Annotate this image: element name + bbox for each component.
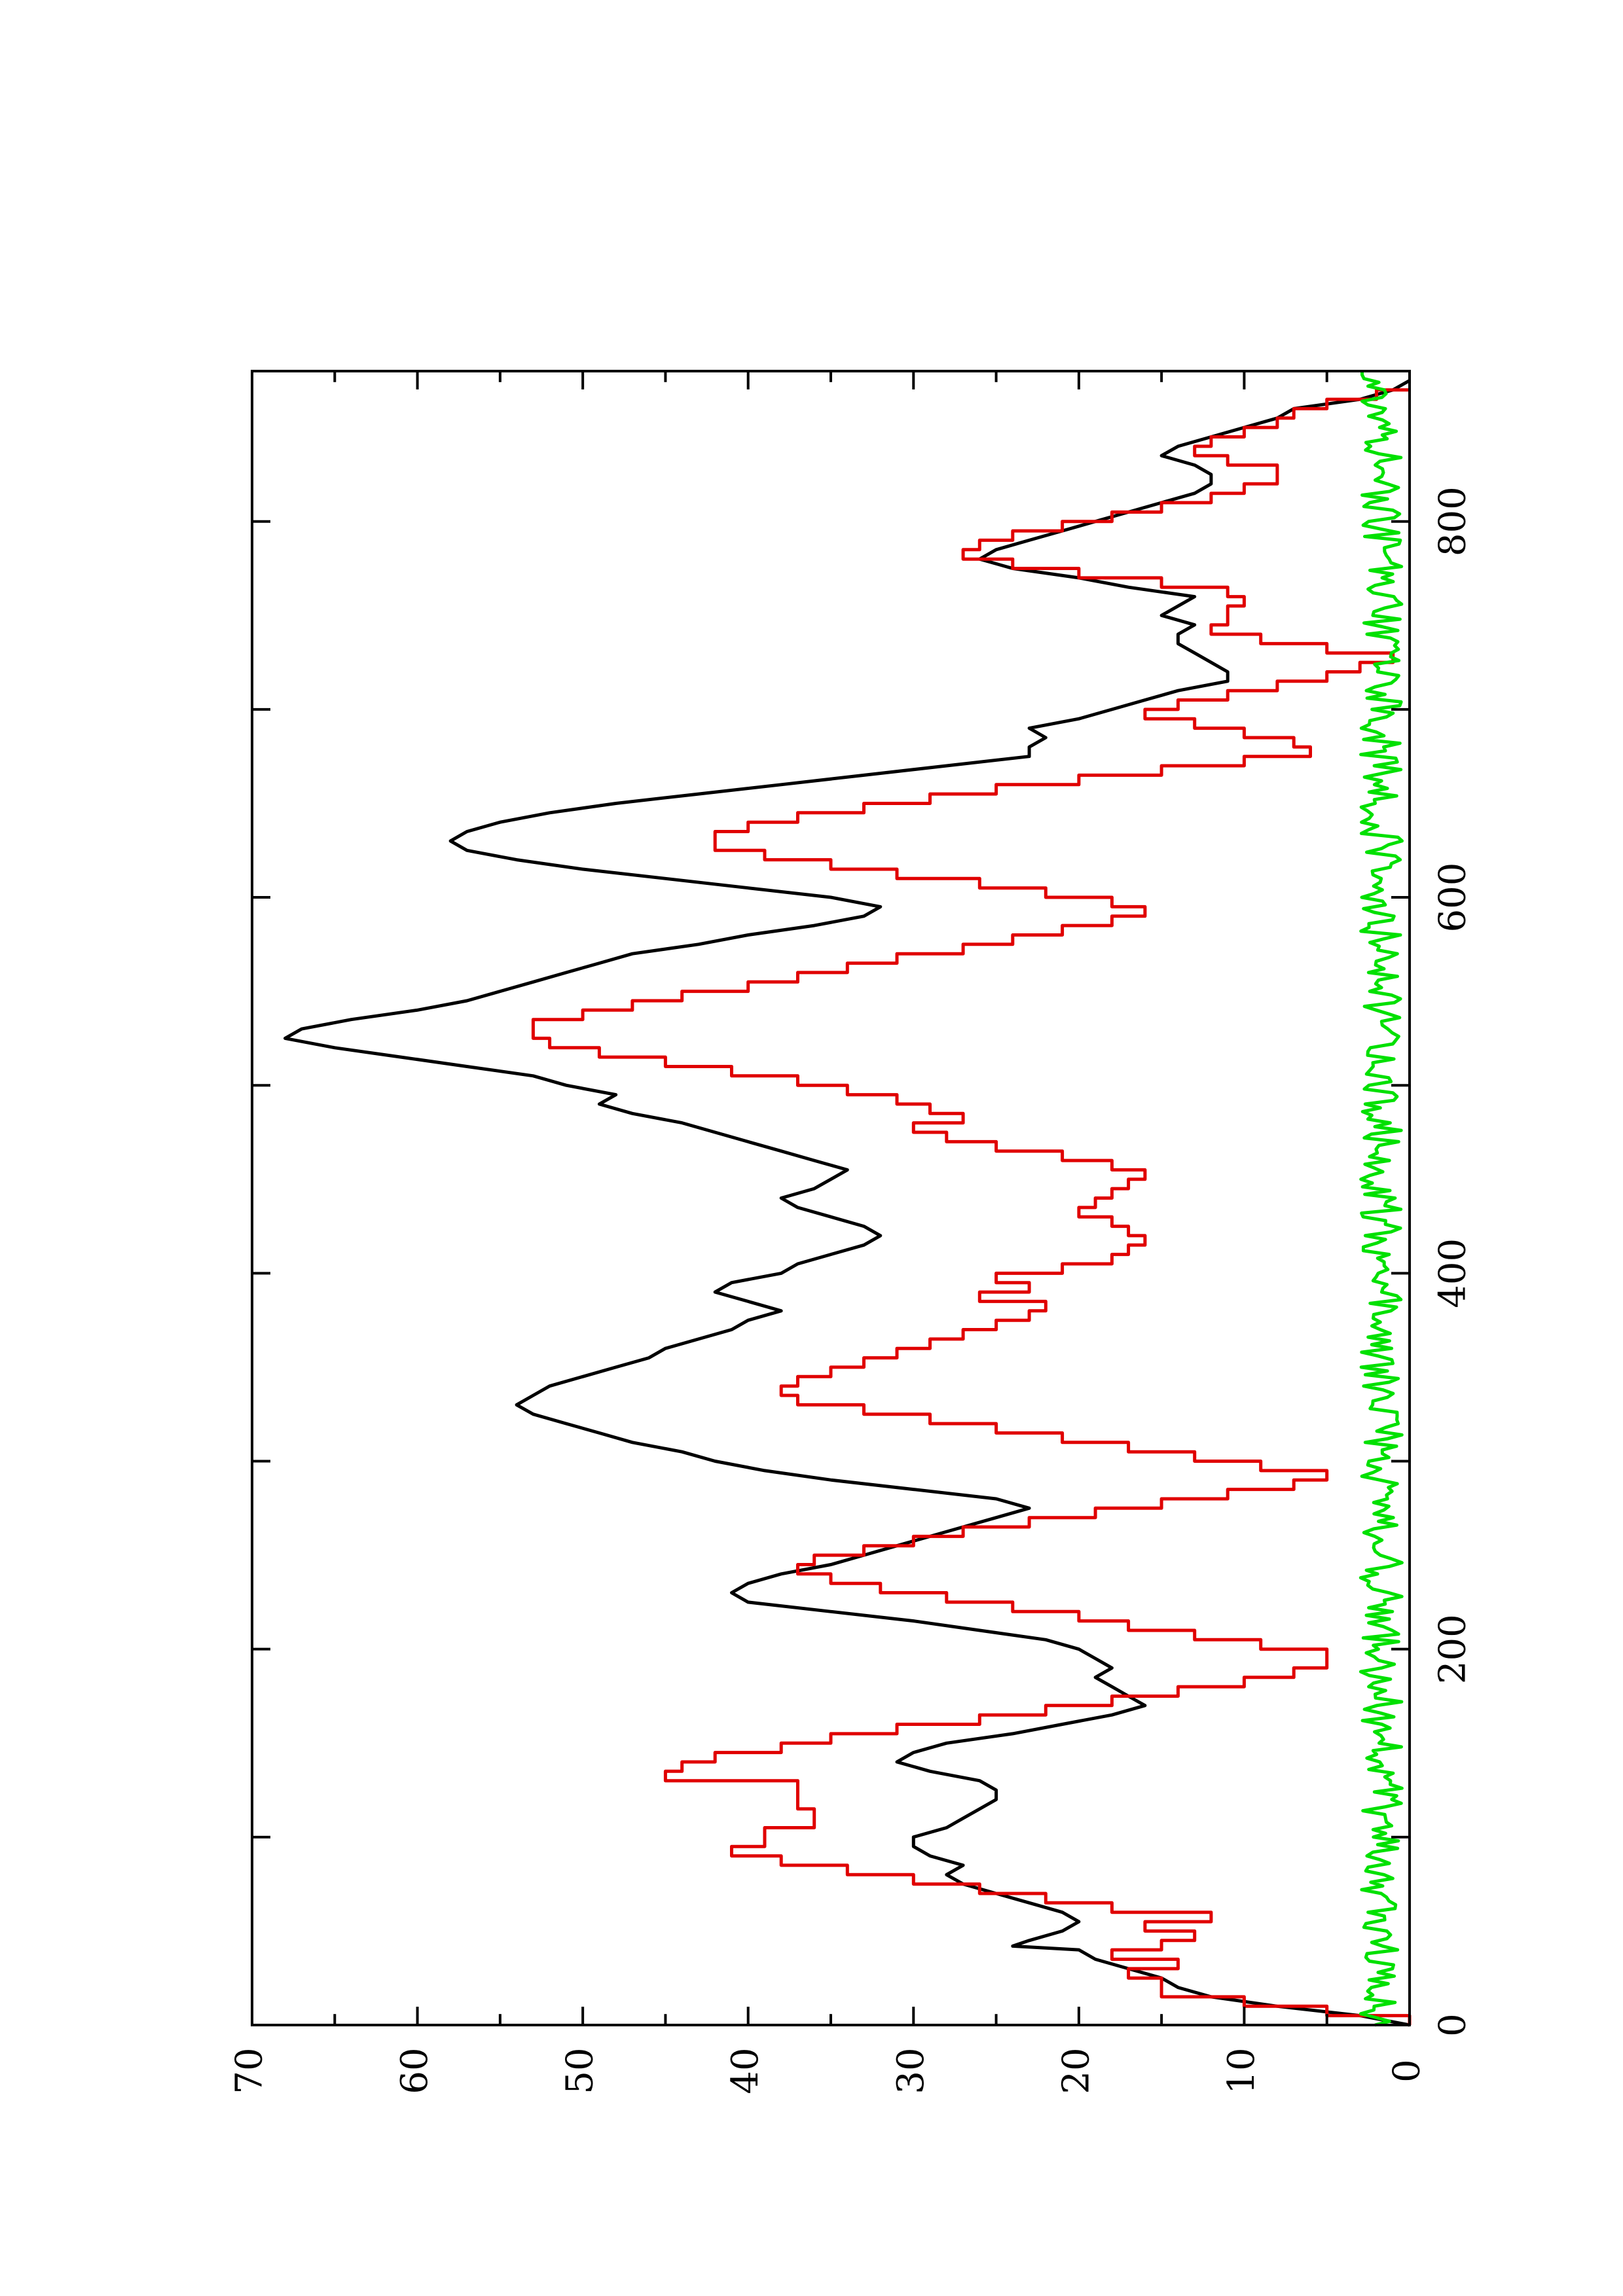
series-layer: [283, 371, 1412, 2027]
y-tick-label: 60: [393, 2047, 436, 2094]
x-tick-label: 600: [1432, 863, 1474, 933]
x-tick-label: 0: [1432, 2013, 1474, 2037]
series-line-3: [1359, 371, 1404, 2027]
plot-frame: [251, 370, 1411, 2026]
series-line-1: [283, 379, 1411, 2027]
y-tick-label: 10: [1220, 2047, 1263, 2094]
y-tick-label: 70: [228, 2047, 271, 2094]
x-tick-label: 800: [1432, 486, 1474, 556]
y-tick-label: 20: [1055, 2047, 1097, 2094]
y-tick-label: 30: [890, 2047, 932, 2094]
x-tick-label: 200: [1432, 1614, 1474, 1684]
y-tick-label: 50: [559, 2047, 602, 2094]
y-tick-label: 40: [724, 2047, 767, 2094]
y-tick-label: 0: [1386, 2059, 1429, 2083]
x-tick-label: 400: [1432, 1238, 1474, 1308]
tick-layer: 0 200 400 600 800 0 10 20 30 40 50 60 70: [228, 371, 1474, 2094]
